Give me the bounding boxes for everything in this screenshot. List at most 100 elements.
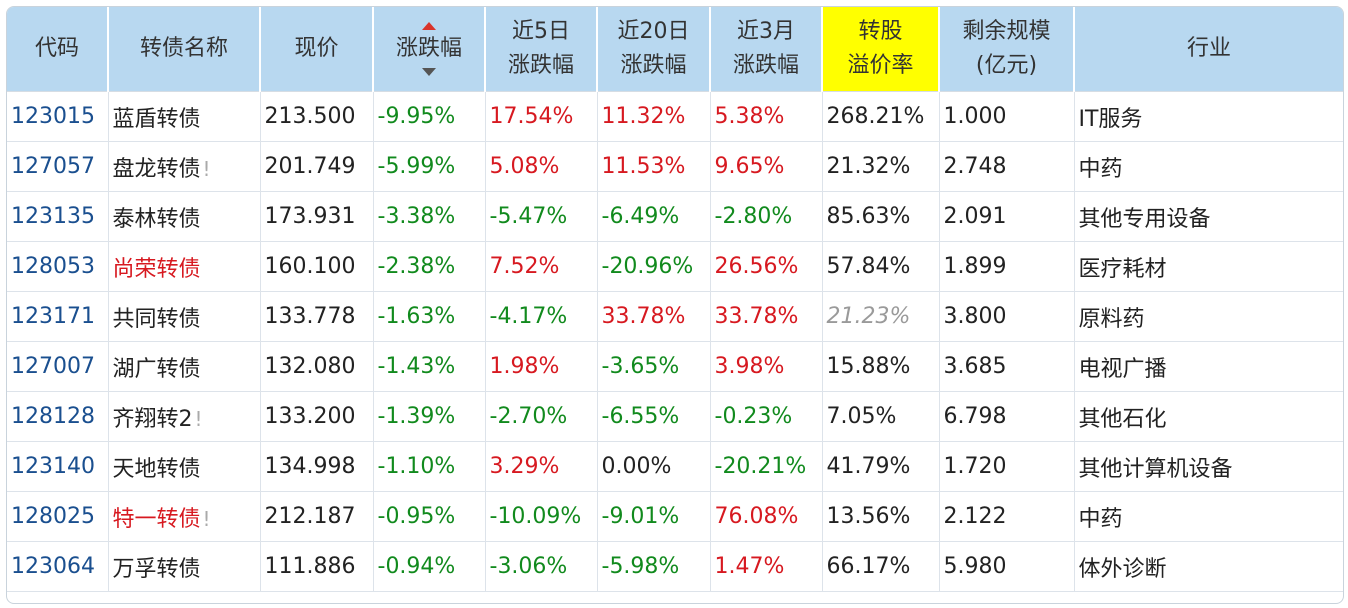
bond-name-link[interactable]: 万孚转债	[112, 556, 201, 582]
change-20d-cell: 33.78%	[597, 291, 711, 342]
industry-cell: 中药	[1074, 491, 1343, 542]
table-row[interactable]: 123015 蓝盾转债 213.500 -9.95% 17.54% 11.32% 5.38%…	[7, 91, 1343, 142]
table-row[interactable]: 123135 泰林转债 173.931 -3.38% -5.47% -6.49% -2.80…	[7, 191, 1343, 242]
change-5d-cell: 5.08%	[485, 141, 598, 192]
change-20d-cell: -6.49%	[597, 191, 711, 242]
price-cell: 213.500	[260, 91, 374, 142]
header-remaining-size[interactable]: 剩余规模 (亿元)	[939, 7, 1075, 92]
bond-code-link[interactable]: 127057	[7, 141, 109, 192]
table-row[interactable]: 128025 特一转债! 212.187 -0.95% -10.09% -9.01% 76.…	[7, 491, 1343, 542]
bond-name-link[interactable]: 泰林转债	[112, 206, 201, 232]
header-label: 剩余规模	[962, 19, 1051, 44]
change-20d-cell: -3.65%	[597, 341, 711, 392]
change-cell: -1.63%	[373, 291, 486, 342]
triangle-up-icon[interactable]	[422, 22, 436, 30]
convertible-bond-table: 代码 转债名称 现价 涨跌幅 近5日 涨跌幅 近20日 涨跌幅 近3月 涨跌幅 转股溢…	[7, 7, 1343, 592]
bond-code-link[interactable]: 128025	[7, 491, 109, 542]
bond-name-link[interactable]: 共同转债	[112, 306, 201, 332]
change-3m-cell: 9.65%	[710, 141, 823, 192]
header-industry[interactable]: 行业	[1074, 7, 1343, 92]
table-row[interactable]: 128053 尚荣转债 160.100 -2.38% 7.52% -20.96% 26.56…	[7, 241, 1343, 292]
price-cell: 201.749	[260, 141, 374, 192]
change-3m-cell: -2.80%	[710, 191, 823, 242]
change-5d-cell: 3.29%	[485, 441, 598, 492]
header-change[interactable]: 涨跌幅	[373, 7, 486, 92]
bond-name-link[interactable]: 湖广转债	[112, 356, 201, 382]
change-20d-cell: -6.55%	[597, 391, 711, 442]
bond-name-cell[interactable]: 泰林转债	[108, 191, 261, 242]
change-5d-cell: -4.17%	[485, 291, 598, 342]
bond-name-link[interactable]: 蓝盾转债	[112, 106, 201, 132]
header-conversion-premium[interactable]: 转股 溢价率	[822, 7, 940, 92]
bond-name-link[interactable]: 天地转债	[112, 456, 201, 482]
change-cell: -0.94%	[373, 541, 486, 592]
premium-cell: 21.23%	[822, 291, 940, 342]
bond-name-cell[interactable]: 共同转债	[108, 291, 261, 342]
bond-code-link[interactable]: 127007	[7, 341, 109, 392]
price-cell: 212.187	[260, 491, 374, 542]
bond-name-link[interactable]: 盘龙转债	[112, 156, 201, 182]
header-change-5d[interactable]: 近5日 涨跌幅	[485, 7, 598, 92]
bond-name-cell[interactable]: 蓝盾转债	[108, 91, 261, 142]
header-label: 转债名称	[139, 36, 228, 61]
industry-cell: 体外诊断	[1074, 541, 1343, 592]
bond-name-link[interactable]: 尚荣转债	[112, 256, 201, 282]
table-row[interactable]: 127057 盘龙转债! 201.749 -5.99% 5.08% 11.53% 9.65%…	[7, 141, 1343, 192]
header-label: 行业	[1186, 36, 1231, 61]
change-3m-cell: 33.78%	[710, 291, 823, 342]
bond-name-cell[interactable]: 齐翔转2!	[108, 391, 261, 442]
premium-cell: 21.32%	[822, 141, 940, 192]
bond-name-cell[interactable]: 盘龙转债!	[108, 141, 261, 192]
change-cell: -5.99%	[373, 141, 486, 192]
table-row[interactable]: 123171 共同转债 133.778 -1.63% -4.17% 33.78% 33.78…	[7, 291, 1343, 342]
bond-code-link[interactable]: 128128	[7, 391, 109, 442]
table-row[interactable]: 123064 万孚转债 111.886 -0.94% -3.06% -5.98% 1.47%…	[7, 541, 1343, 592]
triangle-down-icon[interactable]	[422, 68, 436, 76]
remaining-size-cell: 5.980	[939, 541, 1075, 592]
table-row[interactable]: 127007 湖广转债 132.080 -1.43% 1.98% -3.65% 3.98% 1…	[7, 341, 1343, 392]
industry-cell: 其他计算机设备	[1074, 441, 1343, 492]
table-row[interactable]: 128128 齐翔转2! 133.200 -1.39% -2.70% -6.55% -0.2…	[7, 391, 1343, 442]
price-cell: 133.778	[260, 291, 374, 342]
change-cell: -2.38%	[373, 241, 486, 292]
header-code[interactable]: 代码	[7, 7, 109, 92]
industry-cell: 其他专用设备	[1074, 191, 1343, 242]
industry-cell: 中药	[1074, 141, 1343, 192]
premium-cell: 13.56%	[822, 491, 940, 542]
header-label-line2: 溢价率	[847, 53, 914, 78]
change-3m-cell: 76.08%	[710, 491, 823, 542]
change-20d-cell: -20.96%	[597, 241, 711, 292]
bond-code-link[interactable]: 123015	[7, 91, 109, 142]
header-label-line2: 涨跌幅	[507, 53, 574, 78]
header-change-3m[interactable]: 近3月 涨跌幅	[710, 7, 823, 92]
change-5d-cell: -2.70%	[485, 391, 598, 442]
bond-name-cell[interactable]: 尚荣转债	[108, 241, 261, 292]
industry-cell: 电视广播	[1074, 341, 1343, 392]
change-5d-cell: -5.47%	[485, 191, 598, 242]
bond-code-link[interactable]: 123171	[7, 291, 109, 342]
bond-code-link[interactable]: 123140	[7, 441, 109, 492]
bond-table-container: 代码 转债名称 现价 涨跌幅 近5日 涨跌幅 近20日 涨跌幅 近3月 涨跌幅 转股溢…	[6, 6, 1344, 604]
header-change-20d[interactable]: 近20日 涨跌幅	[597, 7, 711, 92]
change-5d-cell: -10.09%	[485, 491, 598, 542]
header-price[interactable]: 现价	[260, 7, 374, 92]
change-cell: -3.38%	[373, 191, 486, 242]
change-20d-cell: -5.98%	[597, 541, 711, 592]
price-cell: 134.998	[260, 441, 374, 492]
table-row[interactable]: 123140 天地转债 134.998 -1.10% 3.29% 0.00% -20.21%…	[7, 441, 1343, 492]
bond-name-cell[interactable]: 湖广转债	[108, 341, 261, 392]
table-header-row: 代码 转债名称 现价 涨跌幅 近5日 涨跌幅 近20日 涨跌幅 近3月 涨跌幅 转股溢…	[7, 7, 1343, 92]
industry-cell: 其他石化	[1074, 391, 1343, 442]
bond-name-cell[interactable]: 特一转债!	[108, 491, 261, 542]
bond-name-cell[interactable]: 万孚转债	[108, 541, 261, 592]
header-label: 现价	[294, 36, 339, 61]
price-cell: 111.886	[260, 541, 374, 592]
header-label: 近20日	[617, 19, 690, 44]
bond-name-link[interactable]: 特一转债	[112, 506, 201, 532]
bond-code-link[interactable]: 128053	[7, 241, 109, 292]
bond-name-link[interactable]: 齐翔转2	[112, 406, 193, 432]
bond-code-link[interactable]: 123135	[7, 191, 109, 242]
header-name[interactable]: 转债名称	[108, 7, 261, 92]
bond-code-link[interactable]: 123064	[7, 541, 109, 592]
bond-name-cell[interactable]: 天地转债	[108, 441, 261, 492]
